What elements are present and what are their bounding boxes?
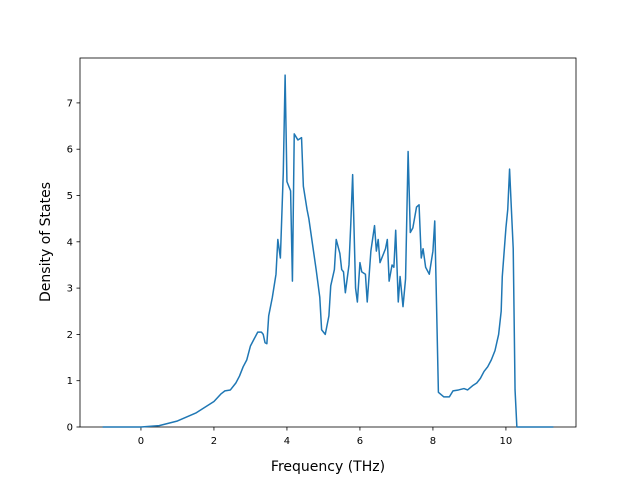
y-tick-label: 2 bbox=[67, 330, 73, 341]
y-tick-label: 1 bbox=[67, 376, 73, 387]
x-tick-label: 8 bbox=[430, 436, 436, 447]
x-tick-label: 2 bbox=[211, 436, 217, 447]
y-tick-label: 3 bbox=[67, 284, 73, 295]
y-tick-label: 4 bbox=[67, 237, 73, 248]
y-axis-label: Density of States bbox=[38, 182, 54, 302]
x-tick-label: 4 bbox=[284, 436, 290, 447]
x-axis-label: Frequency (THz) bbox=[271, 459, 385, 475]
x-tick-label: 6 bbox=[357, 436, 363, 447]
x-tick-label: 0 bbox=[138, 436, 144, 447]
y-tick-label: 0 bbox=[67, 423, 73, 434]
line bbox=[102, 74, 554, 428]
axes-frame bbox=[79, 57, 577, 428]
y-tick-label: 7 bbox=[67, 98, 73, 109]
y-tick-label: 5 bbox=[67, 191, 73, 202]
y-tick-label: 6 bbox=[67, 145, 73, 156]
x-tick-label: 10 bbox=[500, 436, 513, 447]
